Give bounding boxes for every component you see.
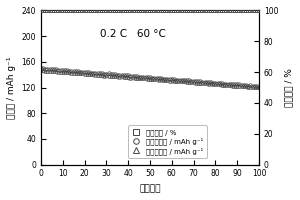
Legend: 库伦效率 / %, 充电比容量 / mAh g⁻¹, 放电比容量 / mAh g⁻¹: 库伦效率 / %, 充电比容量 / mAh g⁻¹, 放电比容量 / mAh g…	[128, 125, 206, 158]
Y-axis label: 比容量 / mAh g⁻¹: 比容量 / mAh g⁻¹	[7, 56, 16, 119]
Y-axis label: 库伦效率 / %: 库伦效率 / %	[284, 68, 293, 107]
X-axis label: 循环次数: 循环次数	[139, 184, 161, 193]
Text: 0.2 C   60 °C: 0.2 C 60 °C	[100, 29, 166, 39]
